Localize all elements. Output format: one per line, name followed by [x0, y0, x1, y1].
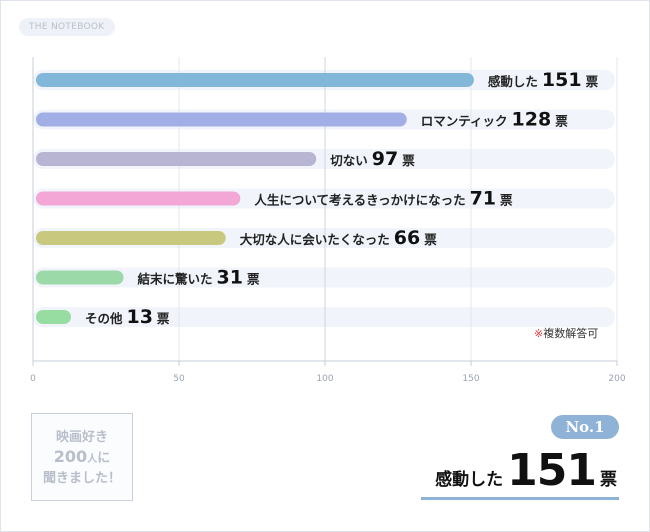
winner-unit: 票	[600, 470, 617, 490]
winner-label: 感動した	[435, 470, 504, 490]
bar	[36, 310, 71, 324]
category-label: ロマンティック	[421, 114, 508, 129]
bar	[36, 112, 407, 127]
value-label: 13	[126, 306, 152, 328]
bar	[36, 191, 241, 206]
unit-label: 票	[157, 311, 170, 326]
survey-badge: 映画好き 200人に 聞きました！	[31, 413, 133, 501]
survey-line-3: 聞きました！	[42, 471, 121, 486]
category-label: 人生について考えるきっかけになった	[254, 193, 465, 208]
unit-label: 票	[500, 193, 513, 208]
unit-label: 票	[247, 272, 260, 287]
category-label: その他	[85, 311, 123, 326]
category-label: 感動した	[488, 74, 538, 89]
value-label: 66	[394, 227, 420, 249]
unit-label: 票	[555, 114, 568, 129]
unit-label: 票	[402, 153, 415, 168]
bar	[36, 152, 317, 166]
value-label: 151	[542, 69, 582, 91]
bar-data-label: ロマンティック 128 票	[421, 109, 568, 131]
bar-data-label: 感動した 151 票	[488, 69, 599, 91]
winner-value: 151	[507, 445, 597, 496]
value-label: 31	[217, 267, 243, 289]
multiple-answers-note: ※複数解答可	[534, 325, 598, 341]
x-tick-label: 150	[462, 374, 479, 384]
category-label: 大切な人に会いたくなった	[240, 232, 390, 247]
bar	[36, 270, 124, 285]
note-text: 複数解答可	[543, 327, 599, 340]
survey-line-2-tail: に	[97, 451, 111, 466]
x-tick-label: 100	[316, 374, 333, 384]
bar-data-label: 人生について考えるきっかけになった 71 票	[254, 188, 513, 210]
survey-count: 200	[53, 447, 88, 466]
bar	[36, 231, 226, 245]
x-tick-label: 200	[608, 374, 625, 384]
brand-tag: THE NOTEBOOK	[19, 18, 115, 36]
bar-data-label: 大切な人に会いたくなった 66 票	[240, 227, 437, 249]
bar-data-label: 切ない 97 票	[330, 148, 415, 170]
winner-summary: 感動した151 票	[435, 445, 617, 496]
bar-data-label: 結末に驚いた 31 票	[138, 267, 260, 289]
x-tick-label: 50	[173, 374, 185, 384]
value-label: 97	[372, 148, 398, 170]
note-mark: ※	[534, 327, 544, 340]
category-label: 切ない	[330, 153, 368, 168]
category-label: 結末に驚いた	[138, 272, 213, 287]
survey-count-unit: 人	[87, 454, 98, 465]
x-tick-label: 0	[30, 374, 36, 384]
value-label: 71	[470, 188, 496, 210]
bar-data-label: その他 13 票	[85, 306, 170, 328]
bar	[36, 73, 474, 87]
unit-label: 票	[424, 232, 437, 247]
unit-label: 票	[586, 74, 599, 89]
winner-underline	[421, 497, 619, 500]
value-label: 128	[512, 109, 552, 131]
survey-line-2: 200人に	[32, 447, 132, 469]
survey-line-1: 映画好き	[55, 430, 108, 445]
rank-badge: No.1	[551, 415, 619, 439]
